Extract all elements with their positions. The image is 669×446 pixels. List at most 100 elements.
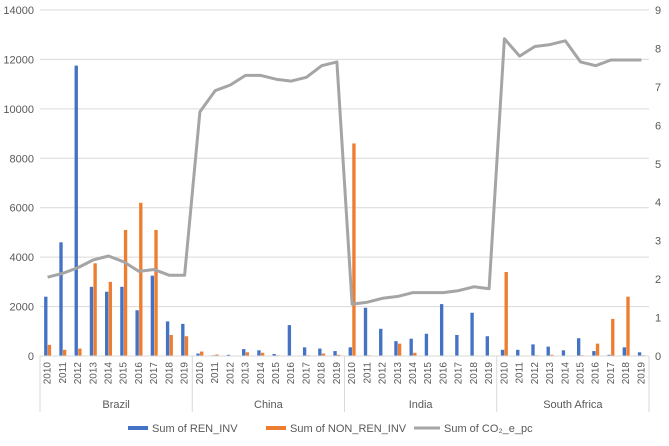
x-tick-label: 2010: [43, 362, 54, 385]
x-tick-label: 2011: [362, 362, 373, 384]
x-tick-label: 2019: [484, 362, 495, 385]
bar: [75, 66, 78, 356]
x-tick-label: 2019: [636, 362, 647, 385]
x-tick-label: 2018: [621, 362, 632, 385]
y-right-tick-label: 7: [655, 82, 661, 94]
bar: [242, 349, 245, 356]
x-tick-label: 2016: [286, 362, 297, 385]
bar: [364, 308, 367, 356]
gridlines: [40, 10, 649, 307]
y-right-tick-label: 4: [655, 197, 661, 209]
x-tick-label: 2017: [606, 362, 617, 385]
bar: [200, 352, 203, 356]
bar: [638, 352, 641, 356]
bar: [93, 263, 96, 356]
y-right-tick-label: 5: [655, 159, 661, 171]
y-left-tick-label: 8000: [10, 153, 34, 165]
bar: [78, 349, 81, 356]
x-tick-label: 2010: [347, 362, 358, 385]
bar: [105, 292, 108, 356]
bar: [303, 347, 306, 356]
bar: [470, 313, 473, 356]
bar: [288, 325, 291, 356]
x-tick-label: 2015: [271, 362, 282, 385]
bar: [170, 335, 173, 356]
bar: [59, 242, 62, 356]
bar: [394, 341, 397, 356]
bar: [257, 350, 260, 356]
legend-swatch: [266, 426, 286, 430]
x-tick-label: 2018: [317, 362, 328, 385]
legend-label: Sum of CO₂_e_pc: [444, 423, 533, 435]
y-right-tick-label: 6: [655, 120, 661, 132]
bar: [592, 351, 595, 356]
group-label: South Africa: [543, 399, 603, 411]
x-tick-label: 2014: [408, 362, 419, 385]
x-tick-label: 2017: [301, 362, 312, 385]
x-tick-label: 2014: [560, 362, 571, 385]
bar: [139, 203, 142, 356]
x-tick-label: 2013: [393, 362, 404, 385]
bar: [318, 349, 321, 356]
bar: [124, 230, 127, 356]
bar: [154, 230, 157, 356]
bar: [352, 143, 355, 356]
bar: [455, 335, 458, 356]
x-tick-label: 2015: [119, 362, 130, 385]
x-tick-label: 2011: [515, 362, 526, 384]
bar: [44, 297, 47, 356]
x-tick-label: 2016: [439, 362, 450, 385]
bar: [562, 350, 565, 356]
bar: [505, 272, 508, 356]
bar: [246, 352, 249, 356]
bar: [425, 334, 428, 356]
x-tick-label: 2019: [180, 362, 191, 385]
y-left-tick-label: 12000: [3, 54, 34, 66]
y-right-tick-label: 1: [655, 313, 661, 325]
x-tick-label: 2017: [149, 362, 160, 385]
y-right-tick-label: 0: [655, 351, 661, 363]
bar: [547, 347, 550, 356]
y-right-tick-label: 8: [655, 43, 661, 55]
bar: [516, 350, 519, 356]
bar: [531, 344, 534, 356]
bar: [120, 287, 123, 356]
legend-swatch: [128, 426, 148, 430]
bar: [181, 324, 184, 356]
x-tick-label: 2012: [530, 362, 541, 385]
bar: [379, 329, 382, 356]
bar: [135, 310, 138, 356]
bar: [349, 347, 352, 356]
x-tick-label: 2015: [423, 362, 434, 385]
series-line: [48, 39, 642, 304]
bar: [611, 319, 614, 356]
x-tick-label: 2011: [58, 362, 69, 384]
x-tick-label: 2018: [469, 362, 480, 385]
bar: [48, 345, 51, 356]
bar: [166, 321, 169, 356]
x-tick-label: 2013: [88, 362, 99, 385]
x-tick-label: 2012: [73, 362, 84, 385]
group-label: China: [254, 399, 284, 411]
bar: [623, 347, 626, 356]
bar: [151, 276, 154, 356]
y-right-tick-label: 3: [655, 236, 661, 248]
bar: [185, 336, 188, 356]
y-left-tick-label: 0: [28, 351, 34, 363]
bar: [410, 339, 413, 356]
legend-label: Sum of NON_REN_INV: [290, 423, 407, 435]
bar: [596, 344, 599, 356]
y-left-tick-label: 2000: [10, 302, 34, 314]
x-tick-label: 2010: [499, 362, 510, 385]
bar: [63, 350, 66, 356]
bar: [577, 338, 580, 356]
bar: [626, 297, 629, 356]
x-tick-label: 2015: [576, 362, 587, 385]
x-tick-label: 2016: [134, 362, 145, 385]
y-right-tick-label: 9: [655, 5, 661, 17]
x-tick-label: 2018: [164, 362, 175, 385]
y-left-tick-label: 14000: [3, 5, 34, 17]
